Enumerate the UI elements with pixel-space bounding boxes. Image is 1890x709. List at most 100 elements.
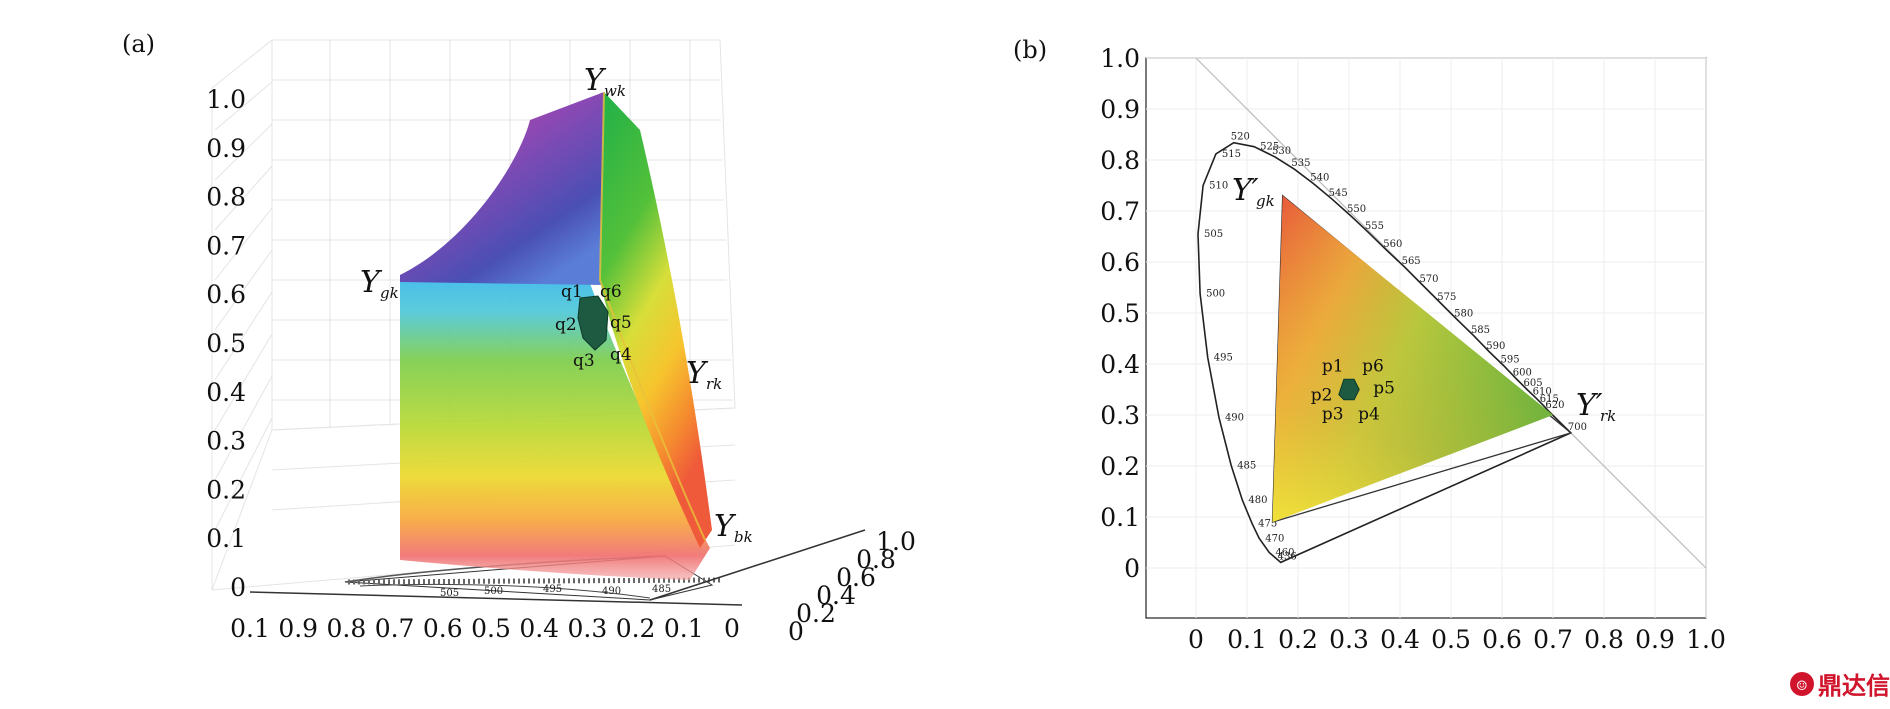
wavelength-label: 485 xyxy=(1237,460,1256,471)
base-wavelength: 505 xyxy=(440,588,459,599)
base-wavelength: 500 xyxy=(484,586,503,597)
point-label-q4: q4 xyxy=(610,345,632,365)
vertex-label-ywk: Y wk xyxy=(584,63,626,100)
wavelength-label: 565 xyxy=(1402,256,1421,267)
x-tick-label: 0.9 xyxy=(1635,625,1675,654)
x-axis-ticks: 0 0.1 0.2 0.3 0.4 0.5 0.6 0.7 0.8 0.9 1.0 xyxy=(1188,625,1726,654)
y-tick-label: 0.8 xyxy=(1100,146,1140,175)
y-tick-label: 0.7 xyxy=(1100,197,1140,226)
z-tick-label: 0.2 xyxy=(206,475,246,504)
depth-tick-label: 0.8 xyxy=(856,545,896,574)
wavelength-label: 620 xyxy=(1545,400,1564,411)
wavelength-label: 530 xyxy=(1272,146,1291,157)
z-tick-label: 0.1 xyxy=(206,524,246,553)
x-tick-label: 0.8 xyxy=(327,614,367,643)
wavelength-label: 595 xyxy=(1501,355,1520,366)
z-tick-label: 0.4 xyxy=(206,378,246,407)
z-tick-label: 0.5 xyxy=(206,329,246,358)
svg-text:gk: gk xyxy=(380,284,399,302)
surface-inner-edge xyxy=(598,91,706,541)
base-wavelength: 495 xyxy=(543,584,562,595)
wavelength-label: 575 xyxy=(1437,292,1456,303)
wavelength-label: 555 xyxy=(1365,221,1384,232)
wavelength-label: 495 xyxy=(1214,352,1233,363)
x-tick-label: 0.2 xyxy=(1278,625,1318,654)
vertex-label-ybk: Y bk xyxy=(714,509,753,546)
watermark-text: 鼎达信 xyxy=(1818,671,1890,700)
wavelength-label: 525 xyxy=(1260,142,1279,153)
wavelength-label: 470 xyxy=(1265,533,1284,544)
x-tick-label: 0.9 xyxy=(278,614,318,643)
watermark-logo: ☺ 鼎达信 xyxy=(1790,671,1890,700)
svg-text:wk: wk xyxy=(604,82,626,100)
x-tick-label: 0.1 xyxy=(664,614,704,643)
y-tick-label: 0.5 xyxy=(1100,299,1140,328)
x-axis-ticks: 0.1 0.9 0.8 0.7 0.6 0.5 0.4 0.3 0.2 0.1 0 xyxy=(230,614,740,643)
y-tick-label: 0.1 xyxy=(1100,503,1140,532)
x-tick-label: 0.3 xyxy=(1329,625,1369,654)
depth-axis-line xyxy=(649,529,866,601)
y-axis-ticks: 0 0.1 0.2 0.3 0.4 0.5 0.6 0.7 0.8 0.9 1.0 xyxy=(1100,44,1140,583)
surface-right-wedge xyxy=(600,92,712,548)
surface-top-face xyxy=(400,92,604,285)
x-tick-label: 0.5 xyxy=(471,614,511,643)
y-tick-label: 0 xyxy=(1124,554,1140,583)
z-tick-label: 0.8 xyxy=(206,183,246,212)
y-tick-label: 0.3 xyxy=(1100,401,1140,430)
vertex-label-ygk: Y gk xyxy=(360,265,399,302)
x-tick-label: 0 xyxy=(1188,625,1204,654)
x-tick-label: 0.1 xyxy=(1227,625,1267,654)
svg-text:Y: Y xyxy=(714,509,737,544)
wavelength-label: 610 xyxy=(1533,387,1552,398)
point-label-p5: p5 xyxy=(1373,379,1395,399)
surface-front-face xyxy=(400,275,710,580)
wavelength-label: 615 xyxy=(1540,394,1559,405)
x-tick-label: 0.7 xyxy=(1533,625,1573,654)
wavelength-label: 475 xyxy=(1258,519,1277,530)
svg-text:rk: rk xyxy=(706,375,722,393)
point-label-p6: p6 xyxy=(1362,356,1384,376)
x-tick-label: 0.6 xyxy=(423,614,463,643)
y-tick-label: 0.6 xyxy=(1100,248,1140,277)
wavelength-label: 460 xyxy=(1275,548,1294,559)
wavelength-label: 490 xyxy=(1225,413,1244,424)
z-axis-ticks: 0 0.1 0.2 0.3 0.4 0.5 0.6 0.7 0.8 0.9 1.0 xyxy=(206,85,246,602)
x-tick-label: 0.4 xyxy=(1380,625,1420,654)
wavelength-label: 590 xyxy=(1486,341,1505,352)
point-label-q5: q5 xyxy=(610,313,632,333)
wavelength-label: 500 xyxy=(1206,289,1225,300)
wavelength-label: 600 xyxy=(1513,367,1532,378)
wavelength-label: 545 xyxy=(1329,188,1348,199)
point-label-q3: q3 xyxy=(573,351,595,371)
point-label-p1: p1 xyxy=(1322,356,1344,376)
y-tick-label: 1.0 xyxy=(1100,44,1140,73)
x-tick-label: 0.7 xyxy=(375,614,415,643)
x-tick-label: 0.8 xyxy=(1584,625,1624,654)
wavelength-label: 550 xyxy=(1347,204,1366,215)
wavelength-label: 480 xyxy=(1248,495,1267,506)
y-tick-label: 0.2 xyxy=(1100,452,1140,481)
vertex-label-ygk-prime: Y′ gk xyxy=(1232,173,1275,210)
wavelength-label: 605 xyxy=(1523,378,1542,389)
x-tick-label: 0.6 xyxy=(1482,625,1522,654)
x-axis-line xyxy=(249,591,743,606)
x-tick-label: 0.2 xyxy=(616,614,656,643)
z-tick-label: 0 xyxy=(230,573,246,602)
svg-text:Y: Y xyxy=(360,265,383,300)
point-label-p2: p2 xyxy=(1311,386,1333,406)
spectral-locus xyxy=(1197,141,1573,564)
x-tick-label: 0.1 xyxy=(230,614,270,643)
base-wavelength: 485 xyxy=(652,584,671,595)
wavelength-label: 540 xyxy=(1310,172,1329,183)
x-tick-label: 0.4 xyxy=(519,614,559,643)
wavelength-label: 510 xyxy=(1209,181,1228,192)
y-tick-label: 0.9 xyxy=(1100,95,1140,124)
z-tick-label: 1.0 xyxy=(206,85,246,114)
z-tick-label: 0.7 xyxy=(206,231,246,260)
point-label-p3: p3 xyxy=(1322,405,1344,425)
svg-text:rk: rk xyxy=(1600,407,1616,425)
vertex-label-yrk: Y rk xyxy=(686,356,722,393)
